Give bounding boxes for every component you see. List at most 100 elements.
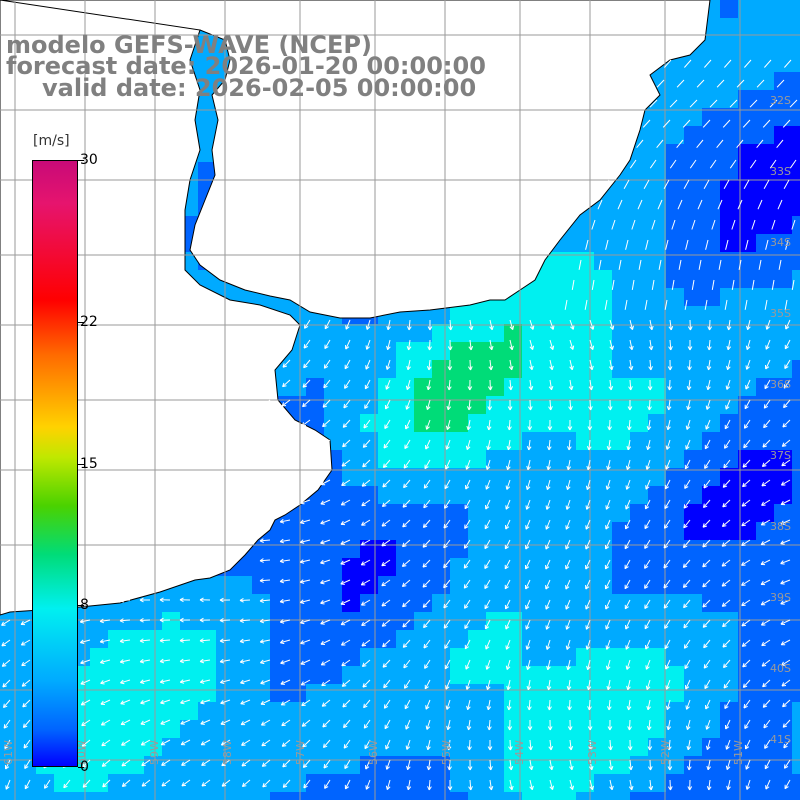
wind-arrow — [361, 499, 371, 507]
wind-arrow — [666, 739, 672, 751]
wind-arrow — [119, 597, 131, 603]
wind-cell — [270, 612, 288, 630]
wind-arrow — [683, 179, 690, 189]
wind-cell — [306, 594, 324, 612]
wind-cell — [558, 468, 576, 486]
wind-arrow — [791, 279, 795, 290]
wind-arrow — [683, 619, 691, 629]
wind-arrow — [585, 519, 591, 530]
wind-arrow — [404, 699, 411, 710]
wind-cell — [486, 504, 504, 522]
wind-arrow — [260, 699, 271, 706]
wind-arrow — [665, 239, 669, 250]
wind-arrow — [657, 199, 663, 210]
wind-arrow — [444, 459, 451, 470]
wind-cell — [594, 684, 612, 702]
wind-cell — [522, 450, 540, 468]
wind-arrow — [282, 759, 291, 768]
wind-cell — [666, 738, 684, 756]
wind-arrow — [704, 699, 711, 710]
wind-cell — [720, 450, 738, 468]
wind-cell — [738, 180, 756, 198]
wind-cell — [630, 324, 648, 342]
wind-cell — [702, 576, 720, 594]
wind-arrow — [761, 659, 771, 667]
wind-arrow — [464, 639, 471, 650]
wind-arrow — [566, 459, 572, 471]
wind-arrow — [443, 519, 451, 529]
wind-cell — [576, 666, 594, 684]
wind-cell — [612, 540, 630, 558]
wind-cell — [648, 180, 666, 198]
wind-cell — [684, 198, 702, 216]
wind-arrow — [219, 638, 231, 644]
wind-arrow — [608, 379, 614, 391]
wind-cell — [504, 594, 522, 612]
wind-cell — [540, 324, 558, 342]
wind-arrow — [525, 639, 531, 650]
wind-cell — [396, 432, 414, 450]
longitude-label: 61W — [2, 740, 15, 765]
wind-cell — [594, 792, 612, 800]
wind-arrow — [548, 379, 554, 391]
wind-arrow — [626, 679, 631, 691]
wind-cell — [774, 756, 792, 774]
wind-arrow — [565, 599, 571, 610]
wind-arrow — [140, 719, 151, 725]
wind-arrow — [260, 439, 271, 445]
wind-cell — [630, 720, 648, 738]
wind-cell — [558, 630, 576, 648]
wind-cell — [414, 378, 432, 396]
wind-cell — [504, 486, 522, 504]
wind-cell — [648, 720, 666, 738]
wind-cell — [720, 648, 738, 666]
wind-arrow — [220, 719, 231, 725]
wind-arrow — [82, 779, 91, 788]
wind-arrow — [20, 639, 31, 646]
wind-cell — [684, 180, 702, 198]
wind-arrow — [585, 639, 591, 650]
wind-cell — [648, 504, 666, 522]
wind-cell — [270, 594, 288, 612]
wind-arrow — [724, 419, 731, 430]
wind-cell — [558, 792, 576, 800]
wind-arrow — [324, 319, 331, 330]
wind-cell — [288, 702, 306, 720]
wind-arrow — [180, 739, 191, 746]
wind-cell — [594, 486, 612, 504]
wind-arrow — [240, 719, 251, 726]
wind-arrow — [644, 499, 651, 510]
wind-cell — [666, 126, 684, 144]
wind-cell — [504, 720, 522, 738]
wind-cell — [594, 414, 612, 432]
wind-arrow — [751, 219, 756, 230]
wind-arrow — [644, 559, 651, 569]
wind-cell — [342, 468, 360, 486]
wind-cell — [450, 360, 468, 378]
wind-arrow — [765, 239, 769, 250]
wind-arrow — [423, 639, 431, 649]
wind-cell — [486, 792, 504, 800]
wind-cell — [612, 270, 630, 288]
wind-cell — [270, 792, 288, 800]
wind-cell — [576, 720, 594, 738]
wind-cell — [702, 792, 720, 800]
wind-arrow — [671, 219, 676, 230]
wind-cell — [324, 720, 342, 738]
wind-cell — [630, 306, 648, 324]
wind-arrow — [463, 539, 471, 549]
wind-cell — [414, 666, 432, 684]
wind-cell — [684, 234, 702, 252]
wind-arrow — [624, 519, 631, 530]
wind-arrow — [260, 419, 271, 426]
wind-arrow — [321, 699, 331, 707]
wind-arrow — [586, 459, 592, 471]
wind-arrow — [606, 699, 612, 711]
wind-cell — [324, 774, 342, 792]
wind-arrow — [736, 139, 744, 149]
wind-cell — [522, 558, 540, 576]
wind-arrow — [685, 699, 691, 710]
wind-cell — [342, 486, 360, 504]
wind-arrow — [321, 679, 331, 687]
wind-cell — [738, 324, 756, 342]
